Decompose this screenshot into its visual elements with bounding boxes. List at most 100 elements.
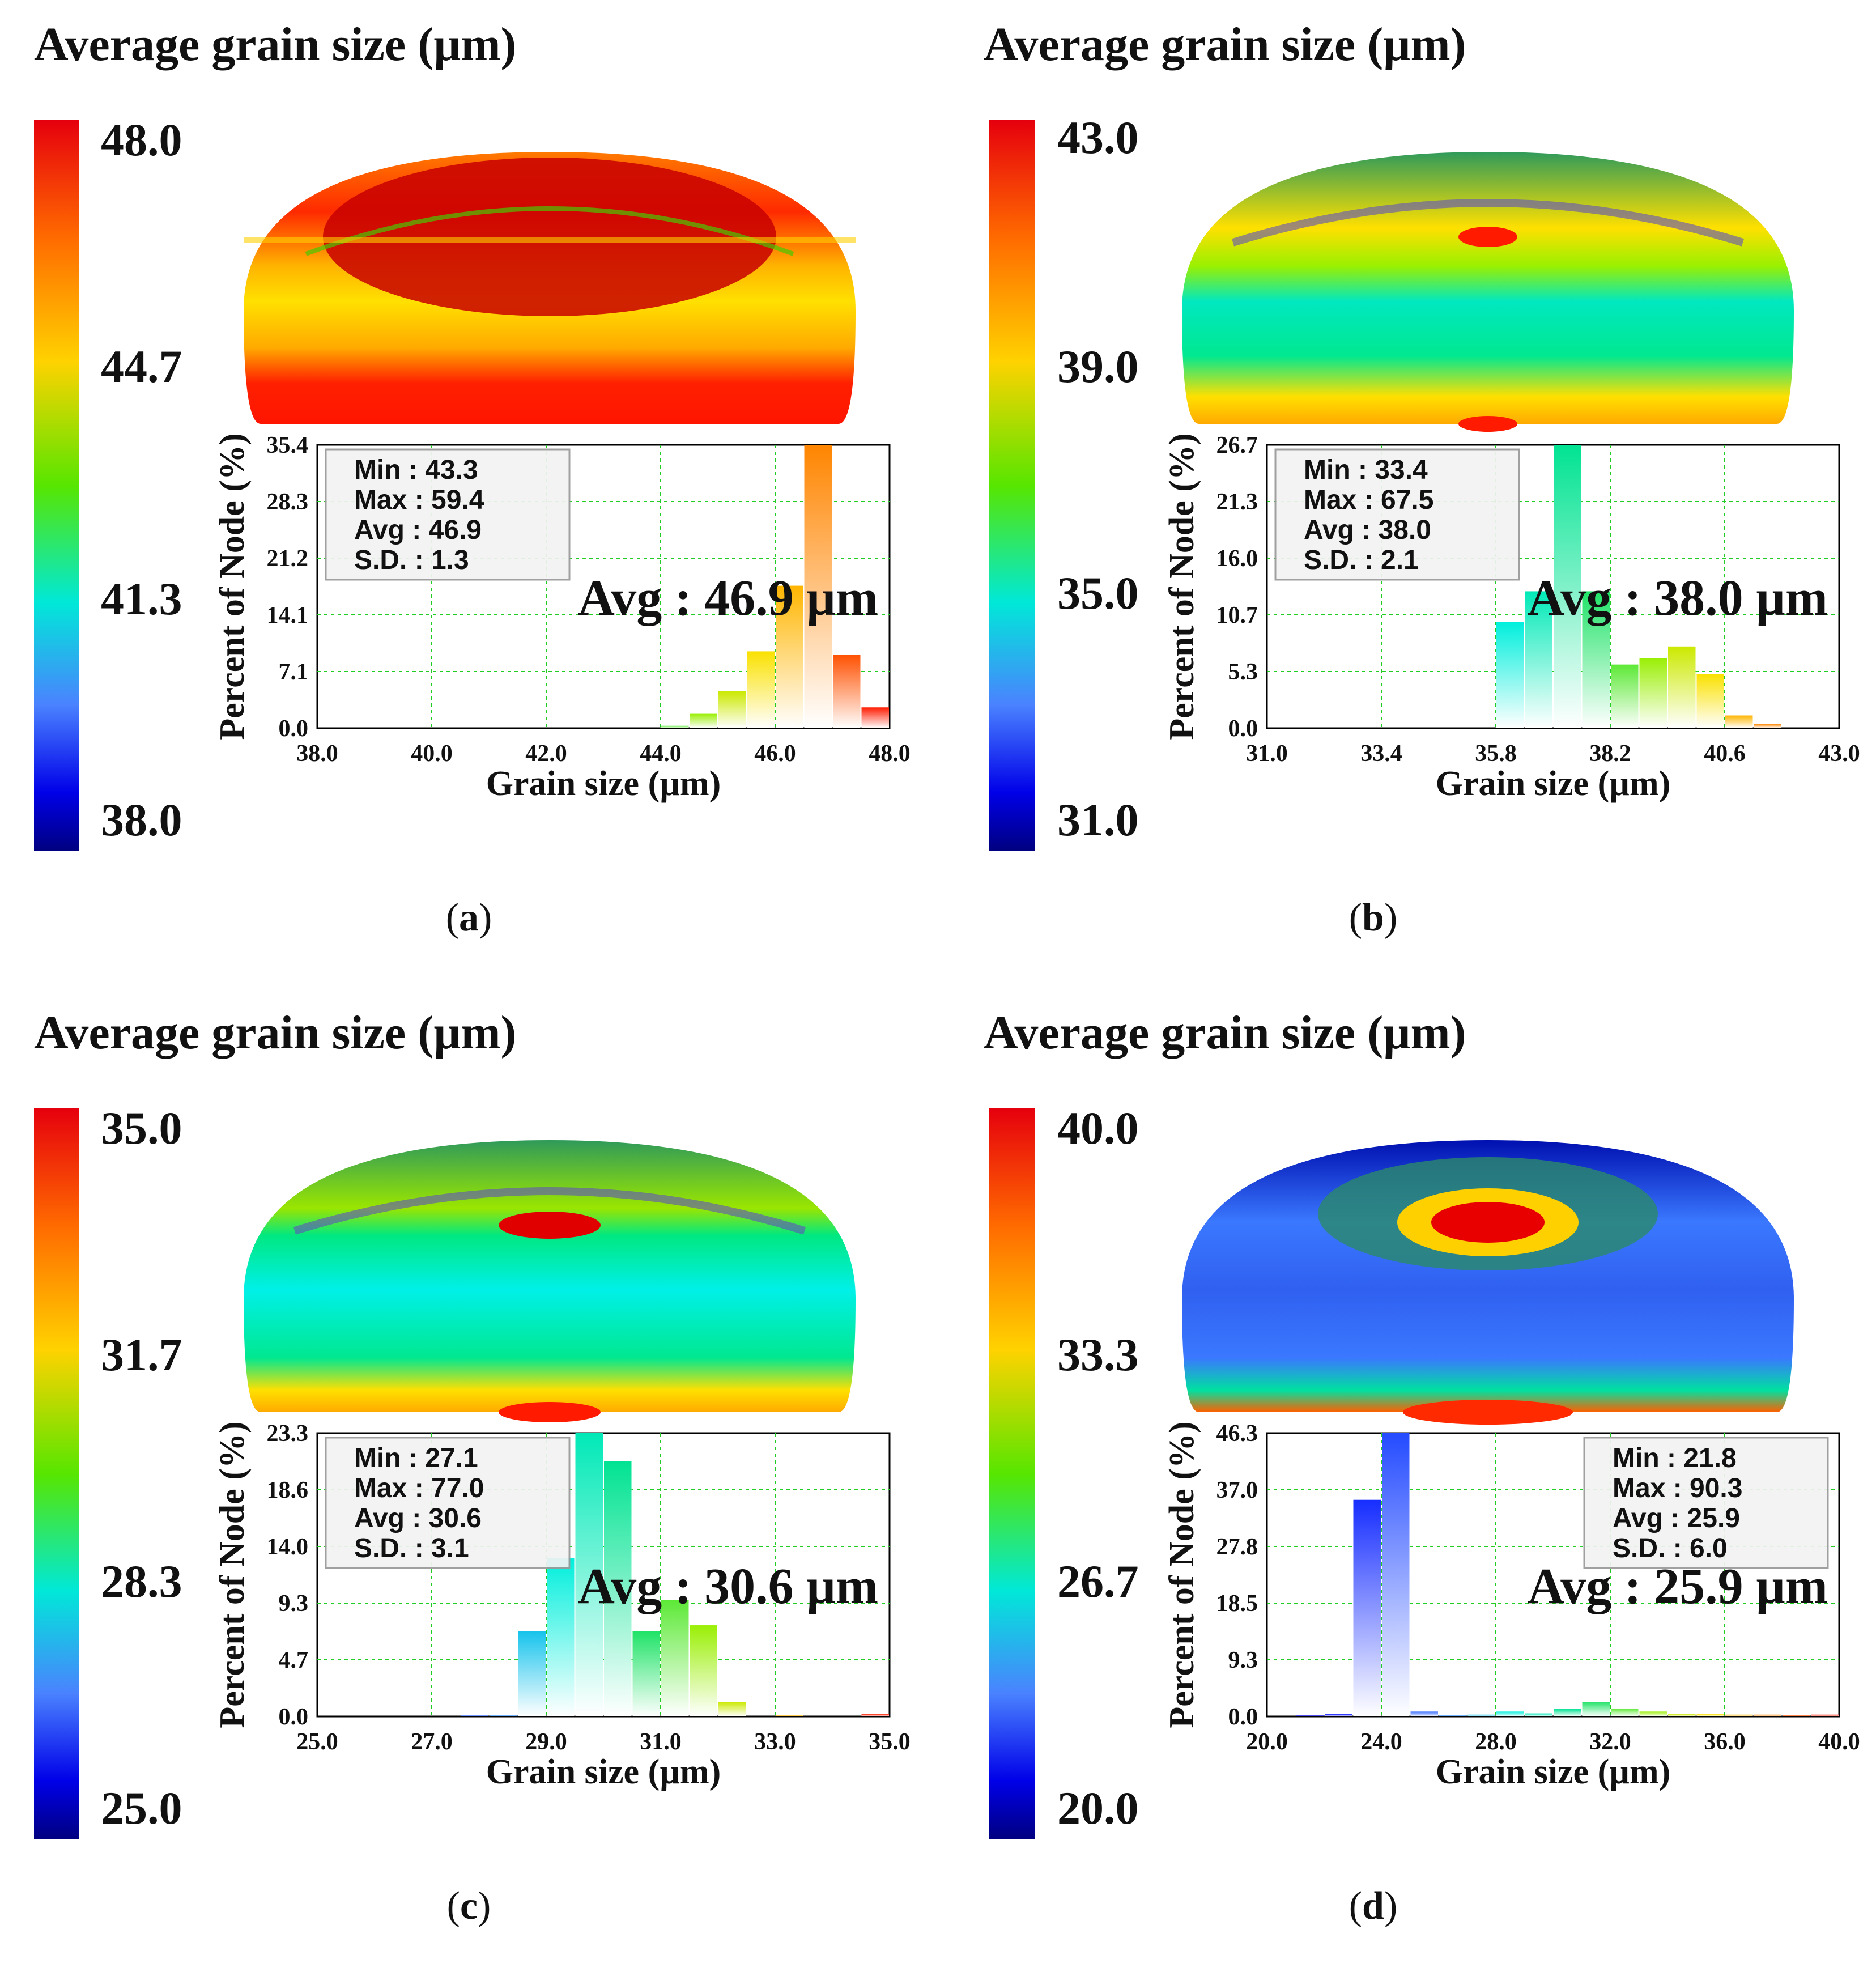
histogram-bar [575, 1433, 603, 1716]
grain-size-contour-model [244, 1140, 856, 1422]
histogram: 31.0 33.4 35.8 38.2 40.6 43.0 26.7 21.3 16.0 10.7… [1163, 432, 1860, 803]
x-tick-label: 36.0 [1704, 1729, 1746, 1755]
colorbar [989, 120, 1035, 851]
stats-line: Avg : 46.9 [354, 515, 482, 545]
x-tick-label: 20.0 [1246, 1729, 1288, 1755]
stats-line: Avg : 30.6 [354, 1503, 482, 1533]
histogram-bar [1554, 445, 1581, 728]
histogram-bar [690, 713, 717, 728]
panel-b: Average grain size (µm) 43.0 39.0 35.0 3… [938, 0, 1876, 988]
grain-size-contour-model [1182, 152, 1794, 432]
y-axis-label: Percent of Node (%) [1163, 1421, 1201, 1728]
x-tick-label: 27.0 [411, 1729, 453, 1755]
stats-box [325, 1437, 571, 1569]
stats-line: S.D. : 6.0 [1613, 1533, 1728, 1563]
histogram-bar [461, 1715, 488, 1716]
x-tick-label: 31.0 [1246, 741, 1288, 767]
y-tick-label: 21.2 [267, 546, 309, 572]
x-axis-label: Grain size (µm) [1436, 1753, 1671, 1791]
colorbar-label-1: 31.7 [101, 1329, 182, 1380]
histogram-bar [861, 1714, 889, 1716]
x-tick-label: 33.4 [1360, 741, 1402, 767]
average-annotation: Avg : 25.9 µm [1528, 1558, 1828, 1614]
y-tick-label: 5.3 [1228, 659, 1258, 685]
histogram-bar [776, 585, 803, 728]
histogram-bar [1811, 1714, 1839, 1716]
y-tick-label: 14.1 [267, 602, 309, 628]
colorbar-label-1: 39.0 [1057, 341, 1139, 392]
histogram-bar [1410, 1711, 1438, 1716]
panel-letter: a [459, 896, 479, 940]
colorbar-label-0: 35.0 [101, 1102, 182, 1154]
panel-letter: b [1362, 896, 1384, 940]
x-tick-label: 46.0 [754, 741, 796, 767]
colorbar-label-3: 20.0 [1057, 1782, 1139, 1834]
y-tick-label: 23.3 [267, 1421, 309, 1447]
colorbar-label-3: 38.0 [101, 794, 182, 845]
stats-line: Max : 77.0 [354, 1473, 484, 1503]
histogram-bar [1611, 664, 1639, 728]
x-tick-label: 35.8 [1475, 741, 1517, 767]
stats-line: S.D. : 3.1 [354, 1533, 469, 1563]
histogram-bar [1639, 1711, 1667, 1716]
histogram-bar [1668, 646, 1696, 728]
colorbar-label-3: 25.0 [101, 1782, 182, 1834]
histogram-bar [1554, 1709, 1581, 1716]
panel-letter: d [1362, 1884, 1384, 1928]
colorbar [989, 1108, 1035, 1839]
histogram-bar [1754, 724, 1781, 728]
histogram-bar [1754, 1714, 1781, 1716]
histogram-bar [1353, 1499, 1381, 1716]
x-tick-label: 42.0 [525, 741, 567, 767]
x-tick-label: 25.0 [296, 1729, 338, 1755]
y-tick-label: 0.0 [1228, 1704, 1258, 1730]
colorbar-label-0: 40.0 [1057, 1102, 1139, 1154]
stats-line: S.D. : 2.1 [1304, 545, 1419, 575]
stats-line: Avg : 38.0 [1304, 515, 1431, 545]
histogram-bar [1696, 674, 1724, 728]
y-tick-label: 21.3 [1216, 489, 1258, 515]
x-tick-label: 33.0 [754, 1729, 796, 1755]
histogram-bar [1296, 1715, 1324, 1716]
panel-c: Average grain size (µm) 35.0 31.7 28.3 2… [0, 988, 938, 1976]
histogram-bar [833, 655, 861, 728]
histogram-bar [1725, 715, 1753, 728]
histogram-bar [547, 1558, 575, 1716]
y-tick-label: 7.1 [279, 659, 309, 685]
histogram-bar [1639, 658, 1667, 728]
histogram-bar [632, 1631, 660, 1716]
y-tick-label: 35.4 [267, 432, 309, 458]
colorbar-label-0: 43.0 [1057, 112, 1139, 163]
y-tick-label: 0.0 [279, 1704, 309, 1730]
x-tick-label: 31.0 [640, 1729, 682, 1755]
y-tick-label: 9.3 [1228, 1647, 1258, 1673]
average-annotation: Avg : 46.9 µm [578, 570, 878, 626]
histogram-bar [1783, 1715, 1810, 1716]
panel-d: Average grain size (µm) 40.0 33.3 26.7 2… [938, 988, 1876, 1976]
y-tick-label: 26.7 [1216, 432, 1258, 458]
y-axis-label: Percent of Node (%) [1163, 433, 1201, 740]
histogram-bar [1582, 591, 1610, 728]
y-tick-label: 0.0 [1228, 716, 1258, 742]
x-tick-label: 40.0 [1818, 1729, 1860, 1755]
histogram-bar [1668, 1714, 1696, 1716]
panel-title: Average grain size (µm) [984, 1006, 1466, 1059]
x-tick-label: 35.0 [869, 1729, 911, 1755]
y-tick-label: 10.7 [1216, 602, 1258, 628]
colorbar [34, 1108, 79, 1839]
histogram-bar [1582, 1702, 1610, 1716]
colorbar-label-2: 26.7 [1057, 1556, 1139, 1607]
colorbar-label-2: 41.3 [101, 573, 182, 624]
histogram-bar [1611, 1708, 1639, 1716]
colorbar [34, 120, 79, 851]
stats-line: Min : 21.8 [1613, 1443, 1737, 1473]
histogram-bar [804, 445, 832, 728]
colorbar-label-0: 48.0 [101, 114, 182, 165]
panel-title: Average grain size (µm) [984, 18, 1466, 71]
histogram-bar [1325, 1714, 1352, 1716]
histogram-bar [776, 1715, 803, 1716]
histogram-bar [604, 1461, 632, 1716]
stats-box [1583, 1437, 1829, 1569]
panel-label: (a) [445, 896, 492, 940]
x-tick-label: 24.0 [1360, 1729, 1402, 1755]
